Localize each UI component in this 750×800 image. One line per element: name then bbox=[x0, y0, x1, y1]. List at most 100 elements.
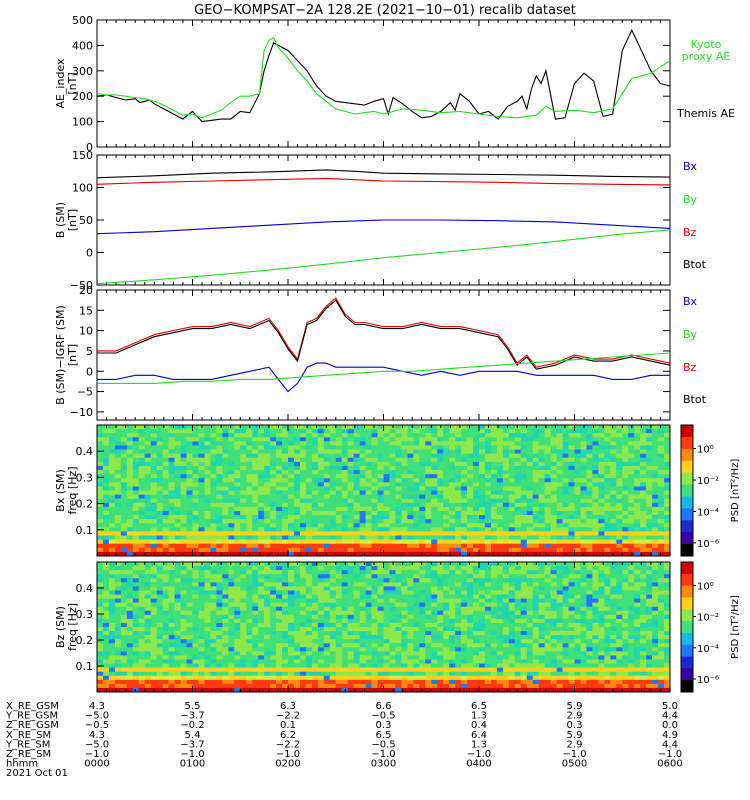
spectrogram-cell bbox=[329, 457, 337, 463]
spectrogram-cell bbox=[353, 539, 360, 545]
spectrogram-cell bbox=[610, 602, 617, 607]
spectrogram-cell bbox=[246, 578, 253, 583]
spectrogram-cell bbox=[168, 502, 175, 508]
spectrogram-cell bbox=[252, 425, 259, 430]
spectrogram-cell bbox=[526, 606, 534, 612]
spectrogram-cell bbox=[580, 547, 587, 553]
spectrogram-cell bbox=[431, 486, 438, 491]
spectrogram-cell bbox=[108, 515, 116, 520]
spectrogram-cell bbox=[144, 453, 152, 459]
spectrogram-cell bbox=[353, 582, 360, 587]
spectrogram-cell bbox=[216, 502, 223, 508]
spectrogram-cell bbox=[162, 523, 169, 528]
spectrogram-cell bbox=[114, 562, 122, 567]
spectrogram-cell bbox=[413, 586, 420, 591]
spectrogram-cell bbox=[329, 425, 337, 430]
spectrogram-cell bbox=[419, 502, 426, 508]
spectrogram-cell bbox=[604, 531, 611, 536]
spectrogram-cell bbox=[317, 535, 325, 540]
spectrogram-cell bbox=[216, 602, 223, 607]
spectrogram-cell bbox=[329, 551, 337, 557]
spectrogram-cell bbox=[162, 457, 169, 463]
spectrogram-cell bbox=[180, 486, 187, 491]
spectrogram-cell bbox=[192, 515, 199, 520]
spectrogram-cell bbox=[502, 486, 510, 491]
spectrogram-cell bbox=[114, 594, 122, 599]
spectrogram-cell bbox=[461, 523, 468, 528]
spectrogram-cell bbox=[222, 523, 229, 528]
spectrogram-cell bbox=[156, 453, 163, 459]
spectrogram-cell bbox=[174, 527, 181, 532]
spectrogram-cell bbox=[305, 445, 313, 450]
spectrogram-cell bbox=[102, 486, 110, 491]
spectrogram-cell bbox=[479, 498, 486, 504]
spectrogram-cell bbox=[383, 535, 390, 540]
spectrogram-cell bbox=[419, 474, 426, 479]
spectrogram-cell bbox=[395, 574, 402, 579]
spectrogram-cell bbox=[216, 490, 223, 495]
spectrogram-cell bbox=[604, 474, 611, 479]
spectrogram-cell bbox=[586, 429, 593, 434]
spectrogram-cell bbox=[461, 535, 468, 540]
spectrogram-cell bbox=[616, 531, 623, 536]
spectrogram-cell bbox=[252, 523, 259, 528]
spectrogram-cell bbox=[604, 465, 611, 471]
spectrogram-cell bbox=[329, 574, 337, 579]
spectrogram-cell bbox=[341, 486, 348, 491]
spectrogram-cell bbox=[502, 543, 510, 549]
spectrogram-cell bbox=[407, 457, 414, 463]
spectrogram-cell bbox=[496, 574, 504, 579]
spectrogram-cell bbox=[580, 486, 587, 491]
spectrogram-cell bbox=[228, 523, 235, 528]
spectrogram-cell bbox=[568, 610, 575, 616]
spectrogram-cell bbox=[532, 474, 539, 479]
spectrogram-cell bbox=[664, 590, 671, 595]
spectrogram-cell bbox=[520, 570, 528, 575]
spectrogram-cell bbox=[347, 527, 354, 532]
spectrogram-cell bbox=[514, 602, 522, 607]
spectrogram-cell bbox=[490, 551, 498, 557]
spectrogram-cell bbox=[252, 461, 259, 467]
spectrogram-cell bbox=[419, 610, 426, 616]
spectrogram-cell bbox=[168, 614, 175, 620]
spectrogram-cell bbox=[156, 523, 163, 528]
spectrogram-cell bbox=[359, 510, 366, 516]
spectrogram-cell bbox=[353, 474, 360, 479]
spectrogram-cell bbox=[562, 461, 569, 467]
spectrogram-cell bbox=[353, 574, 360, 579]
spectrogram-cell bbox=[556, 478, 563, 483]
spectrogram-cell bbox=[490, 482, 498, 487]
spectrogram-cell bbox=[365, 449, 372, 454]
spectrogram-cell bbox=[132, 531, 140, 536]
spectrogram-cell bbox=[317, 457, 325, 463]
spectrogram-cell bbox=[473, 527, 480, 532]
spectrogram-cell bbox=[425, 425, 432, 430]
spectrogram-cell bbox=[156, 510, 163, 516]
spectrogram-cell bbox=[383, 486, 390, 491]
spectrogram-cell bbox=[502, 482, 510, 487]
spectrogram-cell bbox=[628, 465, 635, 471]
spectrogram-cell bbox=[234, 594, 241, 599]
spectrogram-cell bbox=[293, 539, 301, 545]
spectrogram-cell bbox=[156, 594, 163, 599]
spectrogram-cell bbox=[592, 494, 599, 499]
spectrogram-cell bbox=[126, 566, 134, 571]
spectrogram-cell bbox=[186, 582, 193, 587]
spectrogram-cell bbox=[389, 457, 396, 463]
spectrogram-cell bbox=[288, 465, 295, 471]
spectrogram-cell bbox=[97, 570, 104, 575]
spectrogram-cell bbox=[592, 598, 599, 603]
spectrogram-cell bbox=[443, 502, 450, 508]
spectrogram-cell bbox=[586, 506, 593, 512]
spectrogram-cell bbox=[156, 566, 163, 571]
spectrogram-cell bbox=[288, 527, 295, 532]
spectrogram-cell bbox=[317, 519, 325, 524]
spectrogram-cell bbox=[592, 547, 599, 553]
spectrogram-cell bbox=[97, 547, 104, 553]
spectrogram-cell bbox=[210, 437, 217, 442]
spectrogram-cell bbox=[288, 486, 295, 491]
spectrogram-cell bbox=[222, 547, 229, 553]
spectrogram-cell bbox=[246, 594, 253, 599]
spectrogram-cell bbox=[658, 551, 665, 557]
spectrogram-cell bbox=[389, 543, 396, 549]
